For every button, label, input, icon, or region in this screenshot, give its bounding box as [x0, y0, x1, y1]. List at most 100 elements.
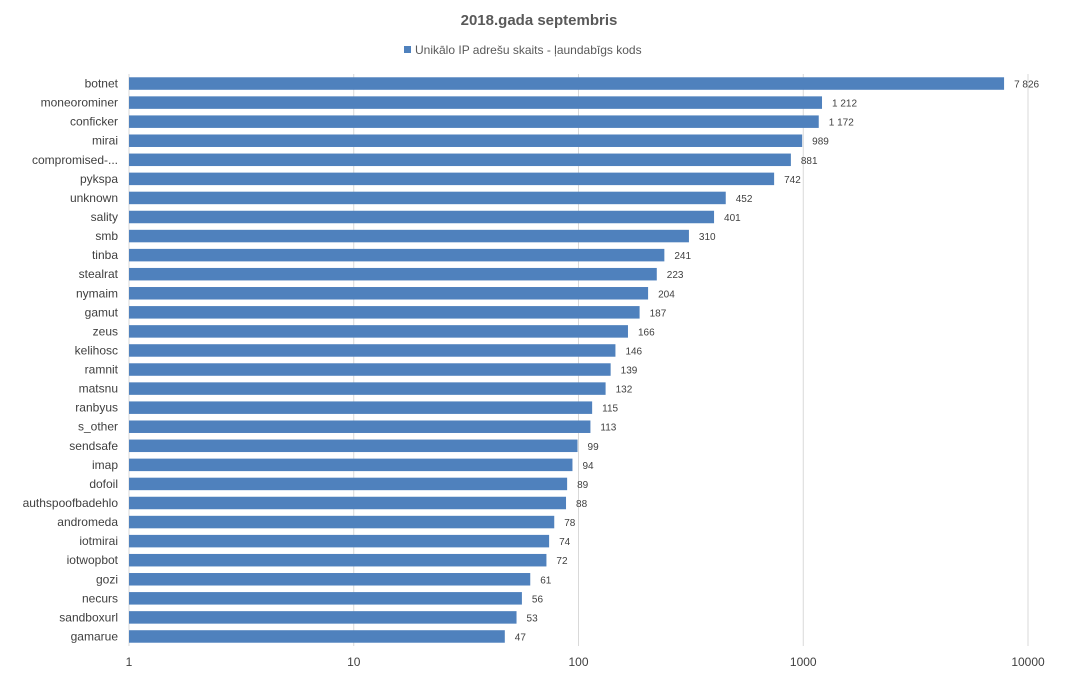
data-label: 61: [540, 575, 552, 586]
data-label: 452: [736, 194, 753, 205]
data-label: 132: [616, 385, 633, 396]
category-label: tinba: [92, 248, 118, 262]
data-label: 204: [658, 289, 675, 300]
data-label: 89: [577, 480, 589, 491]
category-label: gamut: [85, 305, 119, 319]
bar: [129, 573, 531, 586]
x-tick-label: 1000: [790, 655, 817, 669]
data-label: 241: [674, 251, 691, 262]
bar: [129, 553, 547, 567]
x-tick-label: 100: [568, 655, 588, 669]
category-label: matsnu: [79, 382, 118, 396]
legend-label: Unikālo IP adrešu skaits - ļaundabīgs ko…: [415, 43, 642, 57]
category-label: sality: [91, 210, 118, 224]
data-label: 72: [556, 556, 568, 567]
data-label: 742: [784, 175, 801, 186]
bar: [129, 496, 567, 510]
data-label: 53: [527, 613, 539, 624]
bar: [129, 592, 522, 605]
legend: Unikālo IP adrešu skaits - ļaundabīgs ko…: [404, 43, 642, 57]
bar: [129, 248, 665, 262]
data-label: 989: [812, 137, 829, 148]
x-tick-label: 10: [347, 655, 361, 669]
bar: [129, 325, 628, 338]
data-label: 94: [582, 461, 594, 472]
category-label: moneorominer: [41, 96, 118, 110]
data-label: 223: [667, 270, 684, 281]
category-label: sendsafe: [69, 439, 118, 453]
bar: [129, 153, 791, 167]
bar: [129, 134, 803, 147]
bar: [129, 306, 640, 319]
data-label: 881: [801, 156, 818, 167]
bar: [129, 611, 517, 624]
x-tick-label: 1: [126, 655, 133, 669]
data-label: 139: [621, 366, 638, 377]
category-label: dofoil: [89, 477, 118, 491]
category-label: gamarue: [71, 629, 119, 643]
category-label: mirai: [92, 134, 118, 148]
bar: [129, 382, 606, 395]
data-label: 78: [564, 518, 576, 529]
bar: [129, 287, 649, 300]
category-label: necurs: [82, 591, 118, 605]
category-label: iotwopbot: [67, 553, 119, 567]
category-label: imap: [92, 458, 118, 472]
data-label: 166: [638, 327, 655, 338]
category-label: pykspa: [80, 172, 118, 186]
data-label: 99: [588, 442, 600, 453]
x-axis-ticks: 1 10 100 1000 10000: [126, 655, 1045, 669]
category-label: ramnit: [85, 363, 119, 377]
bar: [129, 344, 616, 357]
category-label: sandboxurl: [59, 610, 118, 624]
bar: [129, 229, 689, 243]
data-label: 1 212: [832, 99, 857, 110]
category-label: kelihosc: [75, 343, 118, 357]
category-label: compromised-...: [32, 153, 118, 167]
data-label: 115: [602, 404, 618, 415]
data-label: 146: [625, 346, 642, 357]
bar: [129, 77, 1005, 90]
bar: [129, 96, 823, 109]
category-label: iotmirai: [79, 534, 118, 548]
bar: [129, 210, 715, 224]
category-label: gozi: [96, 572, 118, 586]
category-label: unknown: [70, 191, 118, 205]
category-label: conficker: [70, 115, 118, 129]
bar: [129, 420, 591, 433]
bar: [129, 458, 573, 472]
category-label: botnet: [85, 77, 119, 91]
data-label: 1 172: [829, 118, 854, 129]
category-label: stealrat: [79, 267, 119, 281]
bar: [129, 191, 726, 205]
data-label: 187: [650, 308, 667, 319]
category-labels: botnet moneorominer conficker mirai compromi…: [23, 77, 119, 644]
data-label: 7 826: [1014, 80, 1039, 91]
legend-swatch: [404, 46, 411, 53]
chart-title: 2018.gada septembris: [461, 12, 618, 29]
data-label: 56: [532, 594, 544, 605]
bar: [129, 115, 819, 128]
data-label: 74: [559, 537, 571, 548]
bar: [129, 401, 593, 414]
category-label: s_other: [78, 420, 118, 434]
data-label: 310: [699, 232, 716, 243]
category-label: andromeda: [57, 515, 118, 529]
bar: [129, 267, 657, 281]
category-label: nymaim: [76, 286, 118, 300]
gridlines: [128, 74, 1029, 646]
category-label: smb: [95, 229, 118, 243]
data-label: 401: [724, 213, 741, 224]
bar: [129, 172, 775, 186]
category-label: authspoofbadehlo: [23, 496, 119, 510]
x-tick-label: 10000: [1011, 655, 1045, 669]
bar: [129, 477, 568, 491]
bar: [129, 534, 550, 548]
bar: [129, 439, 578, 453]
data-label: 88: [576, 499, 588, 510]
data-label: 47: [515, 632, 527, 643]
category-label: ranbyus: [75, 401, 118, 415]
bars: [129, 77, 1005, 643]
